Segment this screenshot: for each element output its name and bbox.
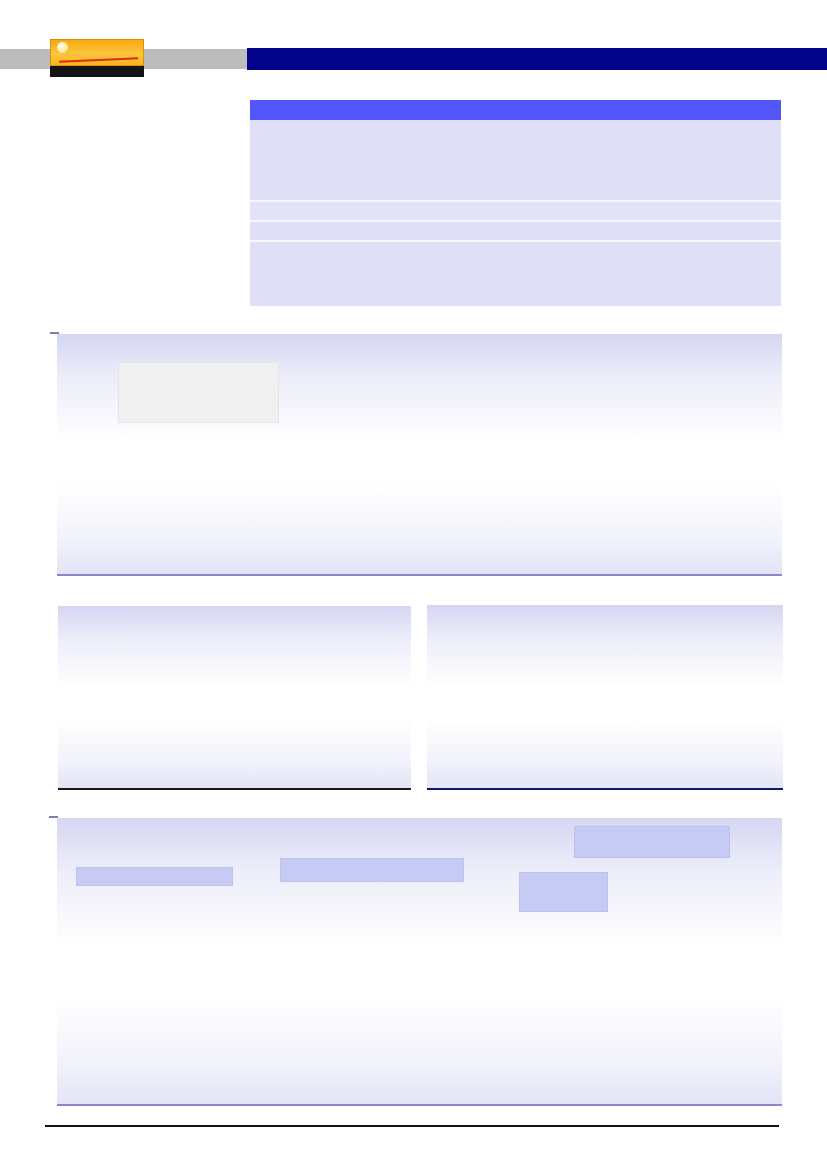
header-navy-banner	[247, 48, 827, 70]
callout-box-2	[280, 858, 464, 882]
brand-logo	[50, 39, 144, 77]
small-left-chart	[58, 606, 411, 790]
main-trend-chart	[57, 334, 782, 576]
logo-tagline	[50, 66, 144, 77]
small-left-plot	[58, 606, 411, 790]
footer-rule	[45, 1125, 779, 1127]
annual-bar-chart	[57, 818, 782, 1106]
callout-box-1	[76, 867, 233, 886]
summary-table	[250, 100, 781, 306]
small-right-chart	[427, 605, 783, 790]
table-row	[250, 242, 781, 306]
logo-underline-swoosh	[59, 57, 138, 63]
logo-plate	[50, 39, 144, 66]
chart-label-box	[118, 362, 279, 423]
summary-table-header	[250, 100, 781, 120]
moon-icon	[57, 42, 68, 53]
table-row	[250, 120, 781, 202]
chart-title-dash	[50, 332, 59, 334]
small-right-plot	[427, 605, 783, 790]
callout-box-4	[574, 826, 730, 858]
table-row	[250, 202, 781, 222]
table-row	[250, 222, 781, 242]
callout-box-3	[519, 872, 608, 912]
chart-title-dash	[49, 816, 58, 818]
